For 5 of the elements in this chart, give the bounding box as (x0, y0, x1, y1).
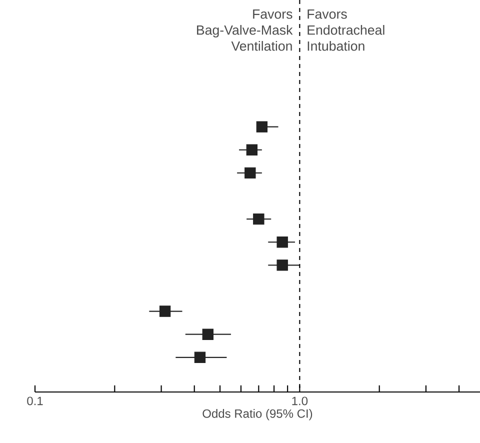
x-axis-title: Odds Ratio (95% CI) (202, 409, 312, 420)
annotation: Favors Bag-Valve-Mask Ventilation (197, 9, 293, 51)
annotation: Favors Endotracheal Intubation (308, 9, 384, 51)
x-tick-label: 1.0 (292, 396, 308, 406)
x-tick-label: 0.1 (27, 396, 43, 406)
